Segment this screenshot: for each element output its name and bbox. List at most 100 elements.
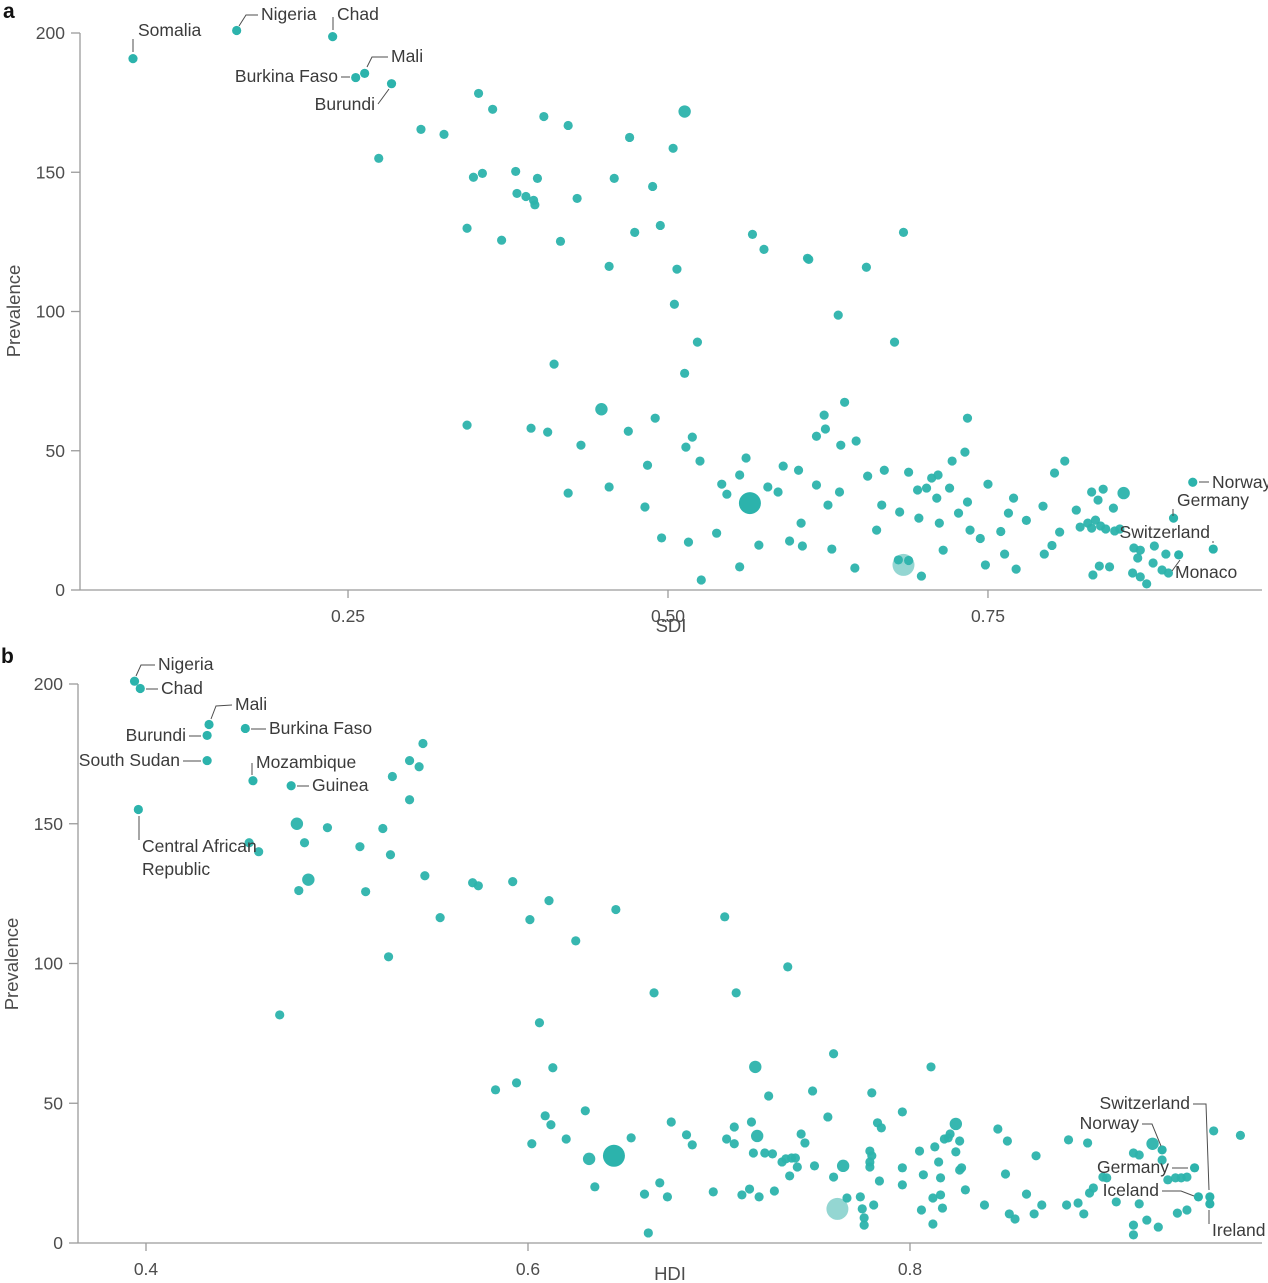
data-point [980,560,991,570]
data-point [904,467,914,477]
x-tick-label: 0.50 [651,606,685,626]
country-label: Monaco [1175,562,1237,582]
data-point [851,436,861,446]
data-point [1104,562,1115,572]
data-point [1094,561,1104,571]
leader-line [1193,1103,1210,1191]
leader-line [1142,1123,1162,1147]
labeled-point-central-african-republic [133,804,143,815]
data-point [912,485,923,495]
data-point [877,500,887,510]
data-point [1098,484,1108,494]
data-point [796,1129,806,1139]
data-point-large [302,873,315,886]
labeled-point-mali [204,719,214,730]
data-point [488,104,498,114]
data-point [1079,1209,1089,1219]
data-point [1157,1155,1167,1165]
data-point [807,1086,818,1096]
labeled-point-mali [360,68,370,78]
data-point [1047,540,1057,551]
data-point-large [750,1129,764,1143]
labeled-point-norway [1188,477,1198,487]
data-point [668,143,678,153]
data-point [767,1149,778,1159]
data-point [983,479,993,489]
data-point [735,470,745,480]
data-point [490,1085,501,1095]
data-point [1172,1208,1182,1218]
data-point [1029,1209,1039,1219]
data-point [1153,1222,1163,1232]
data-point [1182,1205,1192,1215]
data-point [404,755,415,766]
labeled-point-germany [1168,513,1179,523]
data-point [763,482,773,492]
data-point [889,337,900,347]
data-point [299,838,310,848]
data-point [895,507,905,517]
labeled-point-switzerland [1205,1192,1215,1202]
data-point [563,120,573,131]
y-tick-label: 150 [36,162,65,182]
country-label: Burundi [126,725,186,745]
labeled-point-monaco [1174,550,1184,560]
country-label: Chad [161,678,203,698]
data-point [914,513,924,523]
panel-a: 0.25 0.50 0.75 0 50 100 150 200 SDI Prevalence Som… [3,4,1268,636]
data-point [680,368,690,378]
data-point [662,1192,673,1202]
data-point [1008,493,1019,503]
x-tick-label: 0.6 [516,1259,540,1279]
data-point [828,1049,839,1059]
data-point [778,461,788,471]
x-axis-title: SDI [656,615,687,636]
data-point [561,1134,571,1144]
data-point [1010,1214,1020,1224]
data-point [623,426,633,436]
data-point [962,497,973,507]
data-point [861,262,871,272]
data-point [534,1018,545,1028]
data-point [842,1193,852,1203]
data-point [630,227,640,238]
data-point [809,1161,820,1171]
data-point [879,465,889,475]
data-point [773,487,783,497]
data-point [468,172,479,182]
data-point [1011,564,1021,574]
data-point [555,236,566,246]
data-point [525,915,535,925]
country-label: Central African Republic [142,836,257,879]
data-point [1209,1126,1219,1136]
data-point [1000,1169,1011,1179]
data-point-large [1117,486,1130,500]
y-tick-label: 50 [46,441,66,461]
data-point [511,1078,522,1088]
data-point [1161,549,1171,559]
labeled-point-burkina-faso [240,723,250,734]
data-point [1003,508,1014,518]
data-point [783,962,793,972]
data-point [834,487,845,497]
data-point [639,1189,650,1199]
data-point [512,188,522,199]
data-point [962,413,973,423]
panel-b: 0.4 0.6 0.8 0 50 100 150 200 HDI Prevalence Nigeri… [1,654,1266,1283]
data-point [729,1122,739,1132]
data-point [1142,1215,1152,1225]
country-label: Mali [391,46,423,66]
data-point [918,1170,928,1180]
leader-line [377,88,390,105]
data-point [993,1124,1003,1134]
data-point [872,525,882,535]
data-point [604,482,614,492]
data-point [1102,1173,1112,1183]
data-point [828,1172,839,1182]
country-label: Mali [235,694,267,714]
x-tick-label: 0.25 [331,606,365,626]
data-point [1060,456,1070,466]
data-point [544,896,554,906]
data-point [687,1140,697,1150]
